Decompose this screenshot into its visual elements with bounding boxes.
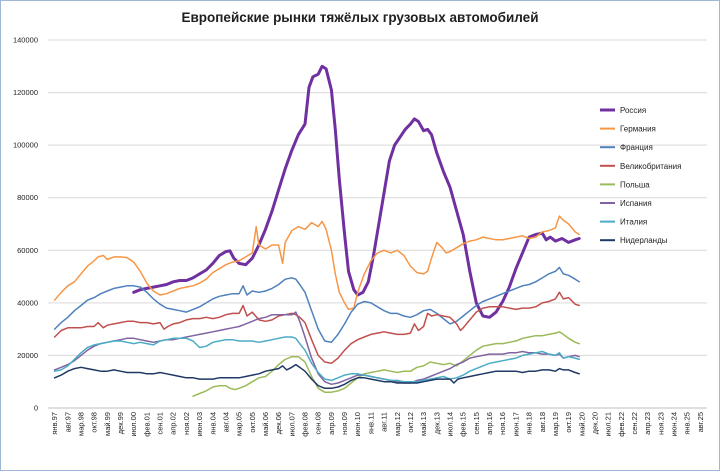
- x-tick-label: июн.17: [511, 412, 520, 436]
- x-tick-label: мар.12: [393, 412, 402, 436]
- y-tick-label: 80000: [17, 193, 38, 202]
- x-tick-label: май.20: [577, 412, 586, 436]
- legend-label: Россия: [620, 106, 646, 115]
- x-tick-label: авг.25: [696, 412, 705, 432]
- x-tick-label: ноя.09: [340, 412, 349, 435]
- x-tick-label: сен.08: [314, 412, 323, 435]
- x-tick-label: ноя.23: [656, 412, 665, 435]
- x-tick-label: авг.18: [538, 412, 547, 432]
- y-tick-label: 120000: [13, 88, 38, 97]
- x-tick-label: янв.25: [683, 412, 692, 435]
- x-tick-label: май.06: [261, 412, 270, 436]
- x-tick-label: май.99: [103, 412, 112, 436]
- x-tick-label: май.13: [419, 412, 428, 436]
- series-line-Нидерланды: [53, 363, 580, 390]
- x-tick-label: июл.14: [445, 412, 454, 436]
- series-line-Польша: [192, 331, 580, 397]
- x-tick-label: фев.01: [142, 412, 151, 437]
- y-tick-label: 20000: [17, 351, 38, 360]
- legend-label: Германия: [620, 125, 656, 134]
- x-tick-label: дек.99: [116, 412, 125, 434]
- series-line-Франция: [53, 266, 580, 344]
- gridlines: [48, 39, 707, 409]
- x-tick-label: фев.22: [617, 412, 626, 437]
- x-tick-label: авг.04: [221, 412, 230, 432]
- x-tick-label: фев.08: [301, 412, 310, 437]
- x-tick-label: июл.07: [287, 412, 296, 436]
- x-tick-label: апр.02: [169, 412, 178, 435]
- x-tick-label: авг.11: [380, 412, 389, 432]
- legend-label: Польша: [620, 180, 650, 189]
- x-tick-label: мар.19: [551, 412, 560, 436]
- legend-label: Нидерланды: [620, 236, 668, 245]
- series-line-Россия: [132, 64, 581, 319]
- x-axis-ticks: янв.97 авг.97 мар.98 окт.98 май.99 дек.99 июл.…: [50, 412, 705, 437]
- x-tick-label: июл.21: [604, 412, 613, 436]
- y-tick-label: 100000: [13, 141, 38, 150]
- x-tick-label: янв.11: [366, 412, 375, 434]
- x-tick-label: мар.98: [76, 412, 85, 436]
- y-tick-label: 40000: [17, 298, 38, 307]
- x-tick-label: авг.97: [63, 412, 72, 432]
- series-lines: [53, 64, 581, 397]
- x-tick-label: окт.12: [406, 412, 415, 433]
- x-tick-label: июн.03: [195, 412, 204, 436]
- series-line-Великобритания: [53, 291, 580, 365]
- legend-label: Италия: [620, 218, 647, 227]
- x-tick-label: апр.23: [643, 412, 652, 435]
- series-line-Испания: [53, 311, 580, 386]
- y-tick-label: 0: [34, 404, 38, 413]
- legend: Россия Германия Франция Великобритания Польш…: [600, 106, 681, 245]
- x-tick-label: ноя.02: [182, 412, 191, 435]
- legend-label: Испания: [620, 199, 652, 208]
- x-tick-label: дек.20: [590, 412, 599, 434]
- x-tick-label: фев.15: [459, 412, 468, 437]
- series-line-Германия: [53, 215, 580, 311]
- legend-label: Франция: [620, 143, 653, 152]
- x-tick-label: окт.98: [90, 412, 99, 433]
- x-tick-label: июл.00: [129, 412, 138, 436]
- y-tick-label: 60000: [17, 246, 38, 255]
- x-tick-label: сен.22: [630, 412, 639, 435]
- x-tick-label: дек.06: [274, 412, 283, 434]
- y-tick-label: 140000: [13, 36, 38, 45]
- x-tick-label: сен.15: [472, 412, 481, 435]
- x-tick-label: сен.01: [156, 412, 165, 435]
- x-tick-label: окт.05: [248, 412, 257, 433]
- x-tick-label: янв.97: [50, 412, 59, 435]
- x-tick-label: мар.05: [235, 412, 244, 436]
- x-tick-label: июн.10: [353, 412, 362, 436]
- x-tick-label: янв.04: [208, 412, 217, 435]
- legend-label: Великобритания: [620, 162, 681, 171]
- x-tick-label: янв.18: [525, 412, 534, 435]
- x-tick-label: апр.09: [327, 412, 336, 435]
- x-tick-label: июн.24: [670, 412, 679, 436]
- x-tick-label: окт.19: [564, 412, 573, 433]
- x-tick-label: ноя.16: [498, 412, 507, 435]
- x-tick-label: дек.13: [432, 412, 441, 434]
- x-tick-label: апр.16: [485, 412, 494, 435]
- series-line-Италия: [53, 336, 580, 383]
- chart-title: Европейские рынки тяжёлых грузовых автом…: [181, 10, 539, 25]
- y-axis-ticks: 0 20000 40000 60000 80000 100000 120000 140000: [13, 36, 38, 413]
